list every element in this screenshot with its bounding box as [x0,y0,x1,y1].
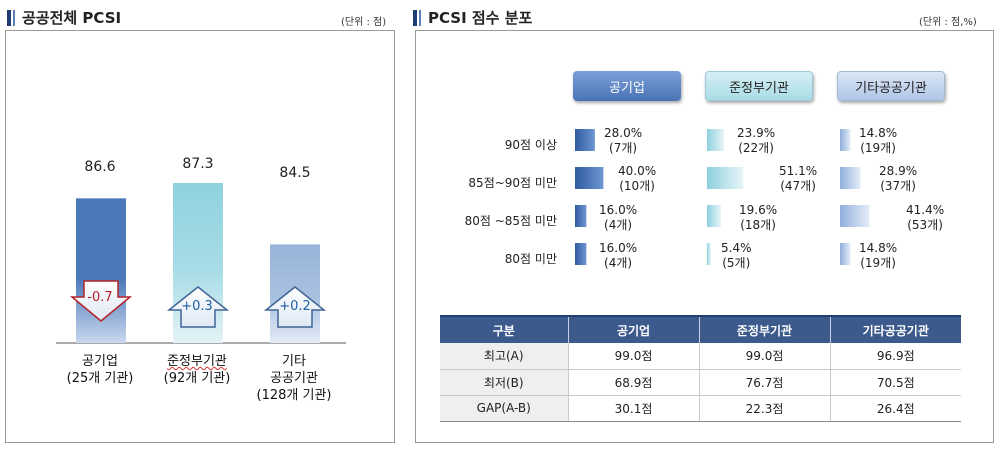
table-cell: 30.1점 [568,395,700,422]
left-section-title: 공공전체 PCSI [7,7,121,28]
table-row: 최저(B) 68.9점 76.7점 70.5점 [440,369,961,396]
table-header-cell: 공기업 [568,315,700,343]
change-label-down: -0.7 [87,290,113,305]
right-unit: (단위 : 점,%) [919,17,977,28]
row-label: 90점 이상 [504,138,557,152]
down-arrow-icon [69,280,133,322]
table-header-cell: 구분 [440,315,569,343]
dist-label: 28.9% (37개) [879,164,918,193]
table-row: 최고(A) 99.0점 99.0점 96.9점 [440,343,961,370]
dist-label: 19.6% (18개) [739,203,778,232]
category-label-quasi-gov: 준정부기관 (92개 기관) [163,354,231,386]
dist-bar [575,167,604,189]
dist-label: 5.4% (5개) [721,241,752,270]
dist-bar [707,129,724,151]
dist-bar [575,129,595,151]
distribution-bars [575,129,870,265]
table-row: GAP(A-B) 30.1점 22.3점 26.4점 [440,395,961,422]
dist-bar [707,205,721,227]
table-cell: 68.9점 [568,369,700,396]
change-label-up: +0.3 [181,299,213,314]
dist-label: 51.1% (47개) [779,164,818,193]
left-title-text: 공공전체 PCSI [22,9,122,27]
dist-label: 40.0% (10개) [618,164,657,193]
row-label: 85점~90점 미만 [468,176,557,190]
title-marker-icon [413,9,417,26]
up-arrow-icon [263,286,327,328]
dist-label: 14.8% (19개) [859,241,898,270]
table-header-cell: 준정부기관 [699,315,831,343]
table-cell: 76.7점 [699,369,831,396]
table-cell: 99.0점 [568,343,700,370]
dist-label: 41.4% (53개) [906,203,945,232]
row-label: 80점 ~85점 미만 [464,214,557,228]
category-label-other-public: 기타 공공기관 (128개 기관) [256,354,332,403]
dist-bar [707,243,711,265]
dist-label: 28.0% (7개) [604,126,643,155]
dist-bar [840,129,851,151]
dist-bar [707,167,744,189]
table-cell: 26.4점 [830,395,961,422]
dist-label: 23.9% (22개) [737,126,776,155]
table-row-header: GAP(A-B) [440,395,569,422]
table-row-header: 최고(A) [440,343,569,370]
right-title-text: PCSI 점수 분포 [428,9,533,27]
table-row-header: 최저(B) [440,369,569,396]
table-cell: 22.3점 [699,395,831,422]
score-stats-table: 구분 공기업 준정부기관 기타공공기관 최고(A) 99.0점 99.0점 96… [440,315,961,422]
title-marker-icon [7,9,11,26]
group-header-public-corp: 공기업 [573,71,681,101]
bar-value-label: 86.6 [84,159,116,175]
category-label-public-corp: 공기업 (25개 기관) [66,354,134,386]
group-header-other-public: 기타공공기관 [837,71,945,101]
dist-label: 16.0% (4개) [599,241,638,270]
dist-label: 16.0% (4개) [599,203,638,232]
table-header-row: 구분 공기업 준정부기관 기타공공기관 [440,315,961,343]
row-label: 80점 미만 [504,252,557,266]
up-arrow-icon [166,286,230,328]
table-header-cell: 기타공공기관 [830,315,961,343]
dist-bar [840,167,861,189]
bar-value-label: 87.3 [182,156,214,172]
table-cell: 99.0점 [699,343,831,370]
dist-bar [840,205,870,227]
left-chart-panel: 86.6 87.3 84.5 -0.7 +0.3 +0.2 공기업 (25개 기… [5,30,395,443]
dist-bar [575,205,587,227]
table-cell: 96.9점 [830,343,961,370]
right-section-title: PCSI 점수 분포 [413,7,532,28]
pcsi-bar-chart [56,183,346,344]
table-cell: 70.5점 [830,369,961,396]
dist-bar [575,243,587,265]
dist-label: 14.8% (19개) [859,126,898,155]
group-header-quasi-gov: 준정부기관 [705,71,813,101]
change-label-up: +0.2 [279,299,311,314]
dist-bar [840,243,851,265]
bar-value-label: 84.5 [279,165,311,181]
left-unit: (단위 : 점) [341,17,387,28]
